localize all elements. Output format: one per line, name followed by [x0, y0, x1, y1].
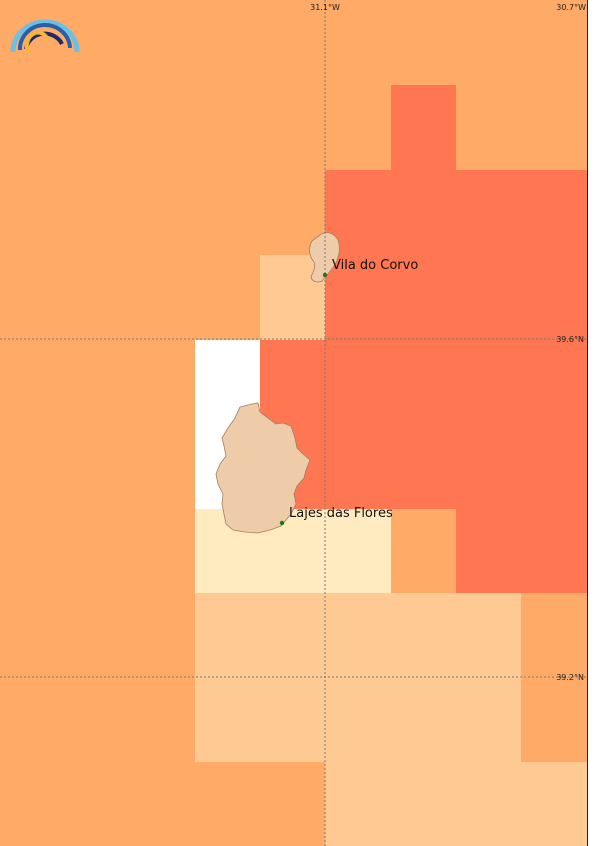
heatmap-cell-6-5 [325, 509, 391, 593]
heatmap-cell-8-7 [456, 677, 521, 762]
heatmap-cell-7-2 [130, 593, 195, 677]
heatmap-cell-2-3 [195, 170, 260, 255]
flores-island [215, 402, 311, 534]
heatmap-cell-7-5 [325, 593, 391, 677]
heatmap-cell-4-1 [65, 340, 130, 424]
heatmap-cell-6-2 [130, 509, 195, 593]
lajes-das-flores-marker[interactable] [279, 520, 285, 526]
heatmap-cell-1-1 [65, 85, 130, 170]
heatmap-cell-8-4 [260, 677, 325, 762]
heatmap-cell-8-8 [521, 677, 587, 762]
heatmap-cell-1-8 [521, 85, 587, 170]
heatmap-cell-7-4 [260, 593, 325, 677]
heatmap-cell-8-5 [325, 677, 391, 762]
heatmap-cell-9-2 [130, 762, 195, 846]
heatmap-cell-3-8 [521, 255, 587, 340]
heatmap-cell-5-1 [65, 424, 130, 509]
heatmap-cell-3-1 [65, 255, 130, 340]
heatmap-cell-3-7 [456, 255, 521, 340]
vila-do-corvo-marker[interactable] [322, 272, 328, 278]
heatmap-cell-5-8 [521, 424, 587, 509]
heatmap-cell-9-3 [195, 762, 260, 846]
heatmap-cell-0-6 [391, 0, 456, 85]
heatmap-cell-8-3 [195, 677, 260, 762]
vila-do-corvo-label: Vila do Corvo [332, 258, 418, 273]
heatmap-cell-3-6 [391, 255, 456, 340]
heatmap-cell-1-5 [325, 85, 391, 170]
heatmap-cell-6-6 [391, 509, 456, 593]
heatmap-cell-9-6 [391, 762, 456, 846]
heatmap-cell-4-2 [130, 340, 195, 424]
heatmap-cell-1-3 [195, 85, 260, 170]
heatmap-cell-0-8 [521, 0, 587, 85]
heatmap-cell-6-7 [456, 509, 521, 593]
heatmap-cell-9-1 [65, 762, 130, 846]
heatmap-cell-5-5 [325, 424, 391, 509]
heatmap-cell-8-0 [0, 677, 65, 762]
heatmap-cell-4-6 [391, 340, 456, 424]
heatmap-cell-4-4 [260, 340, 325, 424]
heatmap-cell-3-0 [0, 255, 65, 340]
heatmap-cell-3-2 [130, 255, 195, 340]
heatmap-cell-1-7 [456, 85, 521, 170]
heatmap-cell-1-6 [391, 85, 456, 170]
heatmap-cell-2-1 [65, 170, 130, 255]
heatmap-cell-8-6 [391, 677, 456, 762]
heatmap-cell-0-0 [0, 0, 65, 85]
heatmap-cell-5-2 [130, 424, 195, 509]
heatmap-cell-5-7 [456, 424, 521, 509]
heatmap-cell-7-8 [521, 593, 587, 677]
heatmap-cell-2-7 [456, 170, 521, 255]
heatmap-cell-0-2 [130, 0, 195, 85]
heatmap-cell-5-6 [391, 424, 456, 509]
corvo-island [309, 232, 340, 283]
heatmap-cell-1-4 [260, 85, 325, 170]
heatmap-cell-0-5 [325, 0, 391, 85]
heatmap-cell-7-0 [0, 593, 65, 677]
heatmap-cell-3-3 [195, 255, 260, 340]
heatmap-cell-8-2 [130, 677, 195, 762]
heatmap-cell-9-5 [325, 762, 391, 846]
heatmap-cell-6-8 [521, 509, 587, 593]
heatmap-cell-1-0 [0, 85, 65, 170]
heatmap-cell-2-6 [391, 170, 456, 255]
heatmap-cell-9-4 [260, 762, 325, 846]
lat-label-2: 39.2°N [556, 673, 584, 682]
rainbow-logo-icon [10, 19, 80, 53]
lajes-das-flores-label: Lajes das Flores [289, 506, 393, 521]
heatmap-cell-7-3 [195, 593, 260, 677]
heatmap-cell-4-7 [456, 340, 521, 424]
heatmap-cell-5-0 [0, 424, 65, 509]
heatmap-cell-8-1 [65, 677, 130, 762]
lon-label-2: 30.7°W [556, 3, 586, 12]
heatmap-cell-4-5 [325, 340, 391, 424]
heatmap-cell-1-2 [130, 85, 195, 170]
heatmap-cell-2-8 [521, 170, 587, 255]
heatmap-cell-0-4 [260, 0, 325, 85]
heatmap-grid [0, 0, 587, 846]
heatmap-cell-9-8 [521, 762, 587, 846]
heatmap-cell-9-7 [456, 762, 521, 846]
heatmap-cell-2-0 [0, 170, 65, 255]
heatmap-cell-9-0 [0, 762, 65, 846]
heatmap-cell-7-1 [65, 593, 130, 677]
lon-label-1: 31.1°W [310, 3, 340, 12]
heatmap-cell-6-1 [65, 509, 130, 593]
lat-label-1: 39.6°N [556, 335, 584, 344]
heatmap-cell-3-5 [325, 255, 391, 340]
heatmap-cell-0-7 [456, 0, 521, 85]
heatmap-cell-4-0 [0, 340, 65, 424]
heatmap-cell-0-3 [195, 0, 260, 85]
heatmap-cell-7-6 [391, 593, 456, 677]
heatmap-cell-7-7 [456, 593, 521, 677]
heatmap-cell-6-0 [0, 509, 65, 593]
heatmap-cell-4-8 [521, 340, 587, 424]
heatmap-cell-2-2 [130, 170, 195, 255]
